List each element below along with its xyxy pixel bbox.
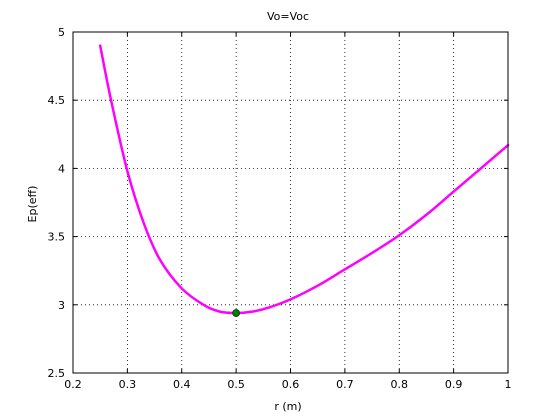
y-tick-label: 3 [58, 299, 65, 312]
x-tick-label: 0.5 [227, 378, 245, 391]
x-tick-label: 0.7 [336, 378, 354, 391]
chart-title: Vo=Voc [267, 10, 309, 23]
ticks-layer: 0.2 0.3 0.4 0.5 0.6 0.7 0.8 0.9 1 2.5 3 3.5 4 4.5 5 [48, 26, 512, 391]
plot-frame [72, 31, 509, 374]
x-tick-label: 0.9 [445, 378, 463, 391]
y-tick-label: 2.5 [48, 367, 66, 380]
y-tick-label: 4.5 [48, 94, 66, 107]
y-tick-label: 3.5 [48, 231, 66, 244]
minimum-point-marker [232, 309, 241, 317]
x-tick-label: 0.8 [391, 378, 409, 391]
grid-layer [73, 32, 508, 373]
x-tick-label: 0.4 [173, 378, 191, 391]
y-tick-label: 4 [58, 162, 65, 175]
x-tick-label: 0.3 [119, 378, 137, 391]
x-axis-label: r (m) [274, 400, 301, 413]
y-axis-label: Ep(eff) [26, 186, 39, 223]
marker-layer [232, 309, 241, 317]
x-tick-label: 0.2 [64, 378, 82, 391]
series-line [98, 44, 510, 315]
x-tick-label: 0.6 [282, 378, 300, 391]
y-tick-label: 5 [58, 26, 65, 39]
x-tick-label: 1 [505, 378, 512, 391]
series-layer [98, 44, 510, 315]
